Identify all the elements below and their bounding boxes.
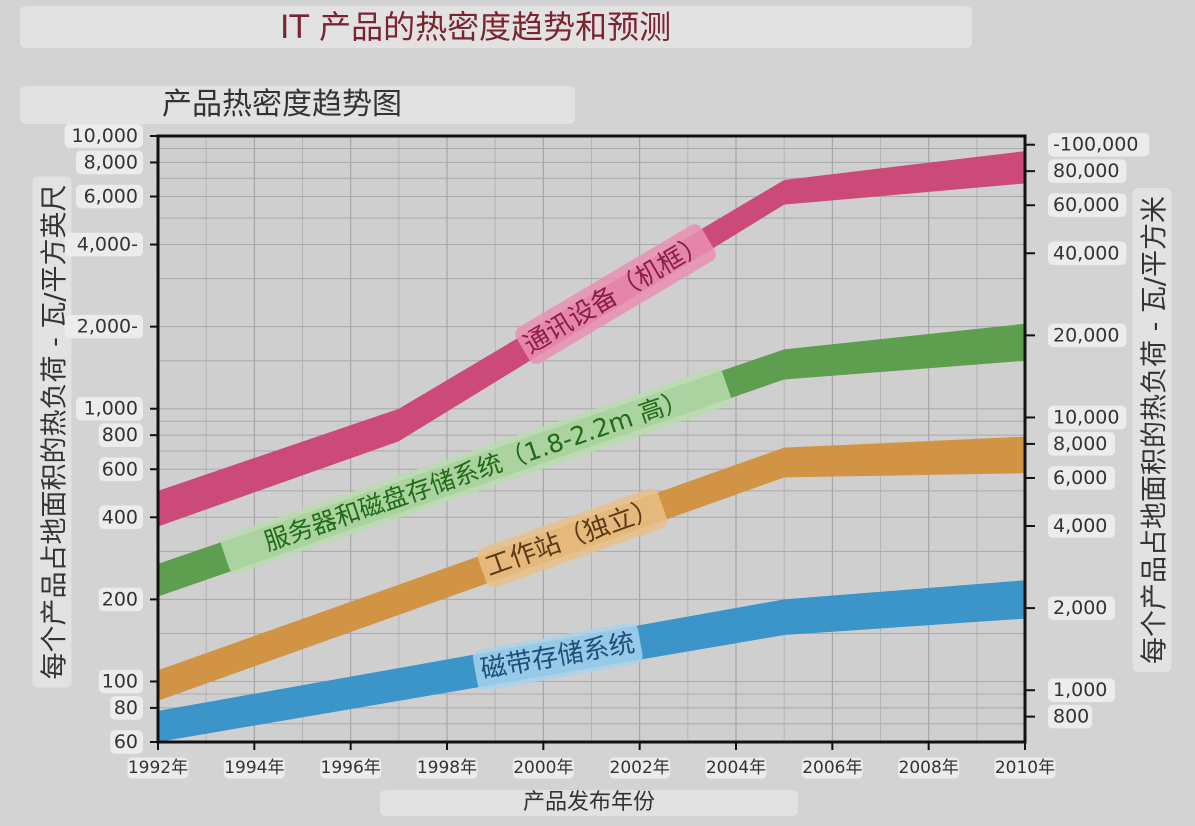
x-tick-label: 2010年 bbox=[994, 757, 1056, 779]
y-tick-label-left: 200 bbox=[98, 587, 143, 612]
y-tick-label-right: 4,000 bbox=[1048, 514, 1115, 538]
svg-text:80: 80 bbox=[114, 697, 138, 719]
y-tick-label-left: 60 bbox=[110, 730, 143, 754]
y-tick-label-right: 8,000 bbox=[1048, 432, 1115, 456]
chart-title: IT 产品的热密度趋势和预测 bbox=[20, 6, 972, 48]
y-tick-label-right: 1,000 bbox=[1048, 678, 1115, 702]
svg-text:1994年: 1994年 bbox=[224, 758, 284, 778]
svg-text:800: 800 bbox=[1053, 706, 1089, 728]
y-tick-label-right: 6,000 bbox=[1048, 466, 1115, 490]
svg-text:6,000: 6,000 bbox=[1053, 467, 1107, 489]
svg-text:60,000: 60,000 bbox=[1053, 194, 1119, 216]
svg-text:-100,000: -100,000 bbox=[1053, 134, 1138, 156]
svg-text:2,000: 2,000 bbox=[1053, 597, 1107, 619]
svg-text:6,000: 6,000 bbox=[84, 186, 138, 208]
svg-text:100: 100 bbox=[102, 670, 138, 692]
series-band-0 bbox=[158, 151, 1025, 527]
svg-text:2008年: 2008年 bbox=[899, 758, 959, 778]
svg-text:600: 600 bbox=[102, 458, 138, 480]
y-tick-label-left: 10,000 bbox=[64, 124, 143, 148]
svg-text:2,000-: 2,000- bbox=[77, 316, 138, 338]
svg-text:10,000: 10,000 bbox=[1053, 406, 1119, 428]
x-tick-label: 1998年 bbox=[416, 757, 478, 779]
x-axis-label: 产品发布年份 bbox=[380, 790, 798, 816]
x-tick-label: 2002年 bbox=[609, 757, 671, 779]
y-tick-label-right: 2,000 bbox=[1048, 596, 1115, 620]
y-tick-label-left: 1,000 bbox=[76, 396, 143, 421]
x-tick-label: 2006年 bbox=[801, 757, 863, 779]
svg-text:1,000: 1,000 bbox=[1053, 679, 1107, 701]
svg-text:4,000-: 4,000- bbox=[77, 234, 138, 256]
svg-text:2010年: 2010年 bbox=[995, 758, 1055, 778]
y-tick-label-left: 4,000- bbox=[64, 232, 143, 257]
svg-text:1,000: 1,000 bbox=[84, 398, 138, 420]
svg-text:2002年: 2002年 bbox=[610, 758, 670, 778]
x-tick-label: 1994年 bbox=[223, 757, 285, 779]
y-tick-label-right: 800 bbox=[1048, 704, 1093, 729]
svg-text:8,000: 8,000 bbox=[84, 151, 138, 173]
y-tick-label-left: 2,000- bbox=[64, 314, 143, 339]
x-tick-label: 1996年 bbox=[320, 757, 382, 779]
series-band-2 bbox=[158, 436, 1025, 701]
y-tick-label-right: 10,000 bbox=[1048, 405, 1127, 430]
y-tick-label-right: 20,000 bbox=[1048, 323, 1127, 348]
svg-text:2006年: 2006年 bbox=[802, 758, 862, 778]
svg-text:40,000: 40,000 bbox=[1053, 242, 1119, 264]
svg-text:2004年: 2004年 bbox=[706, 758, 766, 778]
svg-text:200: 200 bbox=[102, 588, 138, 610]
y-tick-label-left: 600 bbox=[98, 457, 143, 482]
plot-frame bbox=[156, 134, 1027, 744]
svg-text:400: 400 bbox=[102, 506, 138, 528]
svg-text:800: 800 bbox=[102, 424, 138, 446]
svg-text:1996年: 1996年 bbox=[321, 758, 381, 778]
svg-text:20,000: 20,000 bbox=[1053, 324, 1119, 346]
y-tick-label-left: 400 bbox=[98, 505, 143, 530]
series-band-1 bbox=[158, 323, 1025, 597]
y-tick-label-right: 40,000 bbox=[1048, 241, 1127, 266]
x-tick-label: 1992年 bbox=[127, 757, 189, 779]
y-tick-label-left: 800 bbox=[98, 423, 143, 447]
svg-text:4,000: 4,000 bbox=[1053, 515, 1107, 537]
x-tick-label: 2008年 bbox=[898, 757, 960, 779]
y-tick-label-left: 8,000 bbox=[76, 150, 143, 175]
y-tick-label-left: 80 bbox=[110, 696, 143, 720]
y-tick-label-left: 6,000 bbox=[76, 184, 143, 209]
y-tick-label-left: 100 bbox=[98, 669, 143, 694]
svg-text:8,000: 8,000 bbox=[1053, 433, 1107, 455]
x-tick-label: 2004年 bbox=[705, 757, 767, 779]
svg-text:1992年: 1992年 bbox=[128, 758, 188, 778]
svg-text:10,000: 10,000 bbox=[72, 125, 138, 147]
y-tick-label-right: 60,000 bbox=[1048, 193, 1127, 218]
x-tick-label: 2000年 bbox=[512, 757, 574, 779]
svg-text:60: 60 bbox=[114, 731, 138, 753]
y-tick-label-right: 80,000 bbox=[1048, 159, 1127, 183]
svg-text:80,000: 80,000 bbox=[1053, 160, 1119, 182]
svg-text:2000年: 2000年 bbox=[513, 758, 573, 778]
y-tick-label-right: -100,000 bbox=[1048, 132, 1150, 157]
svg-text:1998年: 1998年 bbox=[417, 758, 477, 778]
chart-subtitle: 产品热密度趋势图 bbox=[20, 86, 575, 124]
